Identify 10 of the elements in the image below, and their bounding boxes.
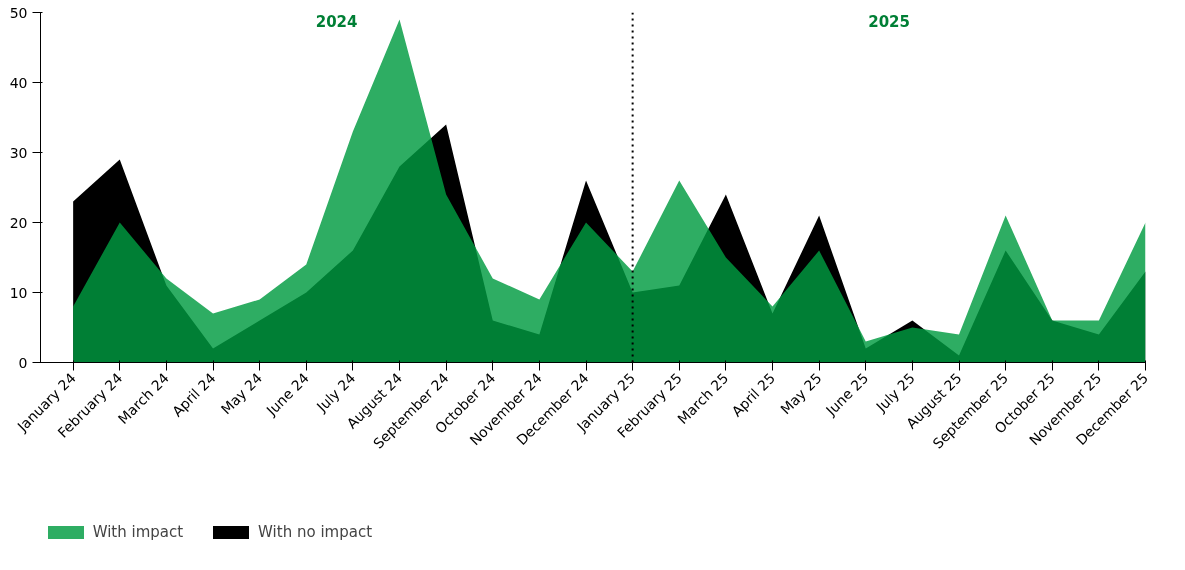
y-tick-label: 0 xyxy=(18,354,28,371)
legend-label: With impact xyxy=(92,523,184,541)
y-tick-label: 40 xyxy=(9,74,28,91)
y-tick-label: 50 xyxy=(9,4,28,21)
annotation: 2024 xyxy=(315,12,358,31)
legend-label: With no impact xyxy=(258,523,373,541)
y-tick-label: 30 xyxy=(9,144,28,161)
annotation: 2025 xyxy=(868,12,910,31)
y-tick-label: 10 xyxy=(9,284,28,301)
y-tick-label: 20 xyxy=(9,214,28,231)
